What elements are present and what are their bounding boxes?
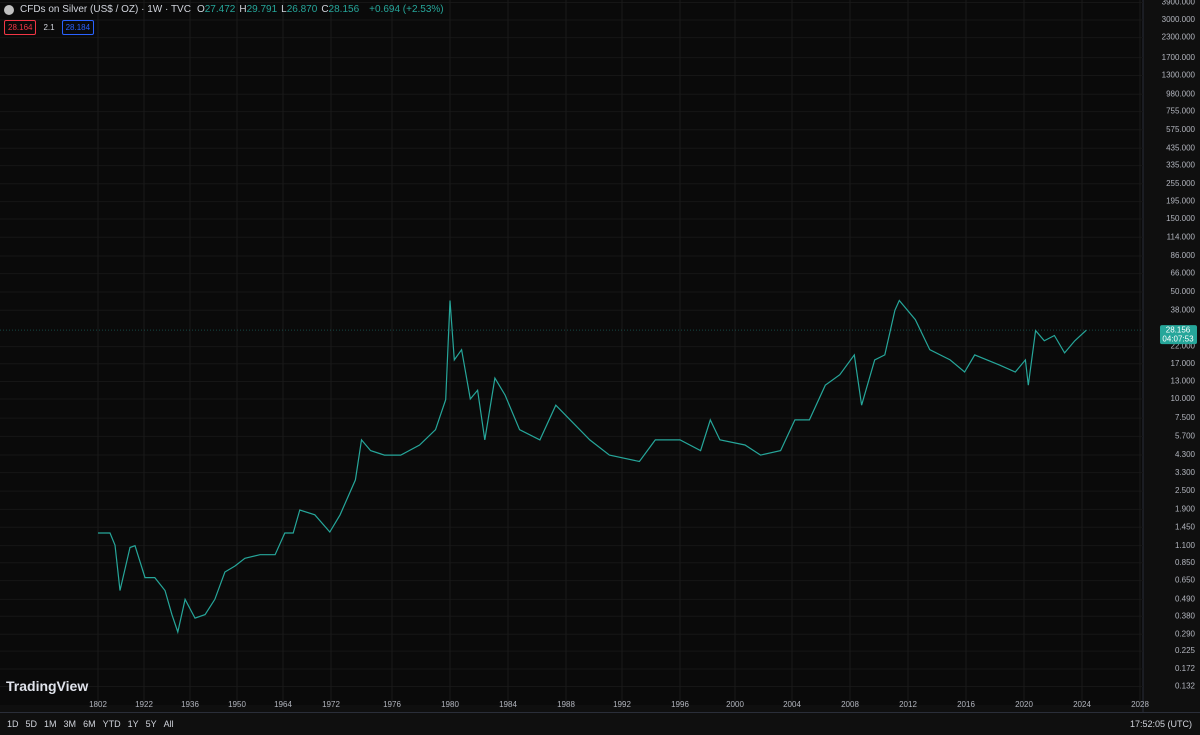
y-tick-label: 50.000 — [1171, 287, 1196, 296]
x-tick-label: 1802 — [89, 700, 107, 709]
x-tick-label: 2004 — [783, 700, 801, 709]
last-price-badge — [1160, 325, 1197, 345]
x-tick-label: 2000 — [726, 700, 744, 709]
ohlc-label: C — [321, 4, 329, 15]
range-button[interactable]: 1M — [44, 719, 57, 729]
range-button[interactable]: 1Y — [127, 719, 139, 729]
y-tick-label: 38.000 — [1171, 305, 1196, 314]
y-tick-label: 10.000 — [1171, 394, 1196, 403]
y-tick-label: 22.000 — [1171, 342, 1196, 351]
price-line — [98, 299, 1087, 635]
x-tick-label: 2020 — [1015, 700, 1033, 709]
x-tick-label: 2012 — [899, 700, 917, 709]
ohlc-value: 28.156 — [328, 4, 360, 15]
x-tick-label: 1964 — [274, 700, 292, 709]
y-tick-label: 335.000 — [1166, 161, 1195, 170]
y-tick-label: 1.450 — [1175, 522, 1196, 531]
ohlc-value: 26.870 — [286, 4, 318, 15]
y-tick-label: 0.380 — [1175, 611, 1196, 620]
x-tick-label: 2016 — [957, 700, 975, 709]
clock: 17:52:05 (UTC) — [1129, 719, 1192, 729]
sell-button[interactable]: 28.164 — [4, 20, 37, 35]
y-tick-label: 150.000 — [1166, 214, 1195, 223]
range-button[interactable]: All — [163, 719, 174, 729]
x-tick-label: 1936 — [181, 700, 199, 709]
trade-buttons: 28.164 2.1 28.184 — [4, 20, 95, 35]
y-tick-label: 255.000 — [1166, 179, 1195, 188]
y-tick-label: 0.132 — [1175, 682, 1196, 691]
y-tick-label: 0.650 — [1175, 576, 1196, 585]
x-tick-label: 1988 — [557, 700, 575, 709]
x-tick-label: 1922 — [135, 700, 153, 709]
y-tick-label: 0.225 — [1175, 646, 1196, 655]
range-button[interactable]: 5Y — [145, 719, 157, 729]
countdown: 04:07:53 — [1162, 334, 1194, 343]
range-button[interactable]: YTD — [102, 719, 121, 729]
y-tick-label: 7.500 — [1175, 413, 1196, 422]
y-tick-label: 13.000 — [1171, 377, 1196, 386]
y-tick-label: 0.490 — [1175, 595, 1196, 604]
ohlc-value: 27.472 — [204, 4, 236, 15]
chart: 0.132 0.172 0.225 0.290 0.380 0.490 0.650 0.850… — [0, 0, 1197, 712]
y-tick-label: 66.000 — [1171, 269, 1196, 278]
y-tick-label: 114.000 — [1167, 232, 1196, 241]
x-tick-label: 2024 — [1073, 700, 1091, 709]
x-tick-label: 1972 — [322, 700, 340, 709]
ohlc: O27.472 H29.791 L26.870 C28.156 — [197, 4, 363, 15]
symbol-icon — [4, 4, 14, 15]
x-tick-label: 1976 — [383, 700, 401, 709]
y-tick-label: 0.290 — [1175, 629, 1196, 638]
y-tick-label: 17.000 — [1171, 359, 1196, 368]
y-tick-label: 575.000 — [1166, 125, 1195, 134]
y-tick-label: 0.850 — [1175, 558, 1196, 567]
y-tick-label: 86.000 — [1171, 251, 1196, 260]
x-tick-label: 1992 — [613, 700, 631, 709]
y-tick-label: 2300.000 — [1162, 33, 1196, 42]
x-tick-label: 2008 — [841, 700, 859, 709]
spread: 2.1 — [43, 23, 55, 32]
header: CFDs on Silver (US$ / OZ) · 1W · TVC O27… — [4, 4, 444, 15]
y-tick-label: 1300.000 — [1162, 71, 1196, 80]
ohlc-label: H — [239, 4, 247, 15]
x-tick-label: 1980 — [441, 700, 459, 709]
range-button[interactable]: 5D — [25, 719, 38, 729]
y-tick-label: 0.172 — [1175, 664, 1196, 673]
x-tick-label: 1950 — [228, 700, 246, 709]
change: +0.694 (+2.53%) — [369, 4, 444, 15]
symbol[interactable]: CFDs on Silver (US$ / OZ) · 1W · TVC — [20, 4, 191, 15]
ohlc-value: 29.791 — [246, 4, 278, 15]
y-tick-label: 755.000 — [1166, 107, 1195, 116]
y-tick-label: 2.500 — [1175, 486, 1196, 495]
y-tick-label: 1.100 — [1175, 541, 1196, 550]
x-tick-label: 1984 — [499, 700, 517, 709]
toolbar: 17:52:05 (UTC) 1D 5D 1M 3M 6M YTD 1Y 5Y All — [0, 712, 1200, 735]
y-tick-label: 435.000 — [1166, 143, 1195, 152]
range-button[interactable]: 1D — [7, 719, 19, 729]
range-button[interactable]: 6M — [83, 719, 96, 729]
last-price-label: 28.156 — [1166, 325, 1191, 334]
y-tick-label: 3000.000 — [1162, 15, 1196, 24]
y-tick-label: 980.000 — [1166, 89, 1195, 98]
ohlc-label: O — [196, 4, 205, 15]
y-tick-label: 3.300 — [1175, 468, 1196, 477]
y-tick-label: 1.900 — [1175, 504, 1196, 513]
buy-button[interactable]: 28.184 — [61, 20, 95, 35]
x-tick-label: 1996 — [671, 700, 689, 709]
y-tick-label: 4.300 — [1175, 450, 1196, 459]
ohlc-label: L — [281, 4, 287, 15]
y-tick-label: 3900.000 — [1162, 0, 1196, 7]
y-tick-label: 1700.000 — [1162, 53, 1196, 62]
y-tick-label: 195.000 — [1166, 197, 1195, 206]
x-tick-label: 2028 — [1131, 700, 1149, 709]
y-tick-label: 5.700 — [1175, 431, 1196, 440]
range-button[interactable]: 3M — [63, 719, 77, 729]
logo: TradingView — [6, 678, 89, 694]
